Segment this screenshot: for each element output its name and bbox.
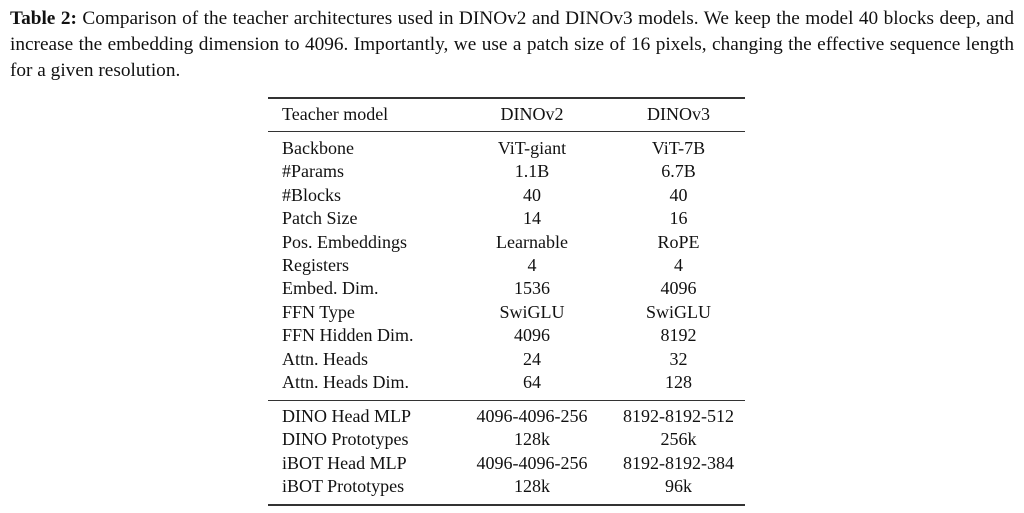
header-table: Teacher model DINOv2 DINOv3 <box>268 103 745 126</box>
caption-text: Comparison of the teacher architectures … <box>10 8 1014 81</box>
row-label: iBOT Head MLP <box>282 452 407 473</box>
dinov3-value: 6.7B <box>661 161 696 182</box>
header-dinov2: DINOv2 <box>500 104 564 124</box>
table-row: DINO Head MLP 4096-4096-256 8192-8192-512 <box>268 405 745 428</box>
dinov3-value: 256k <box>660 429 697 450</box>
dinov3-value: 4 <box>674 255 683 276</box>
row-label: Pos. Embeddings <box>282 231 408 252</box>
dinov3-value: 128 <box>665 372 692 393</box>
dinov2-value: 128k <box>514 429 550 450</box>
dinov2-value: 4096 <box>514 325 550 346</box>
dinov3-value: 96k <box>665 476 692 497</box>
row-label: iBOT Prototypes <box>282 476 405 497</box>
table-row: iBOT Prototypes 128k 96k <box>268 475 745 498</box>
mid-rule <box>268 400 745 401</box>
dinov2-value: 4 <box>527 255 537 276</box>
table-row: Attn. Heads Dim. 64 128 <box>268 371 745 394</box>
dinov3-value: 8192-8192-512 <box>623 406 734 426</box>
dinov2-value: ViT-giant <box>497 138 567 158</box>
dinov3-value: 32 <box>669 348 688 369</box>
table-row: FFN Type SwiGLU SwiGLU <box>268 301 745 324</box>
table-row: Embed. Dim. 1536 4096 <box>268 277 745 300</box>
row-label: Embed. Dim. <box>282 278 379 299</box>
dinov2-value: 64 <box>523 372 541 393</box>
dinov2-value: 40 <box>523 184 541 205</box>
dinov2-value: 1.1B <box>514 161 550 182</box>
dinov3-value: 16 <box>669 208 688 229</box>
row-label: Registers <box>282 255 349 276</box>
row-label: Backbone <box>282 138 354 158</box>
row-label: #Params <box>282 161 344 182</box>
dinov2-value: 24 <box>523 348 541 369</box>
table-row: Patch Size 14 16 <box>268 207 745 230</box>
row-label: DINO Head MLP <box>282 406 411 426</box>
dinov2-value: 128k <box>514 476 550 497</box>
top-rule <box>268 97 745 99</box>
row-label: Attn. Heads <box>282 348 368 369</box>
dinov3-value: 8192 <box>660 325 697 346</box>
table-row: #Blocks 40 40 <box>268 184 745 207</box>
table-row: DINO Prototypes 128k 256k <box>268 428 745 451</box>
dinov3-value: 8192-8192-384 <box>623 452 734 473</box>
row-label: #Blocks <box>282 184 342 205</box>
row-label: FFN Type <box>282 301 355 322</box>
header-rule <box>268 131 745 132</box>
dinov2-value: SwiGLU <box>499 301 565 322</box>
table-row: FFN Hidden Dim. 4096 8192 <box>268 324 745 347</box>
row-label: Attn. Heads Dim. <box>282 372 409 393</box>
row-label: FFN Hidden Dim. <box>282 325 414 346</box>
table-row: iBOT Head MLP 4096-4096-256 8192-8192-384 <box>268 452 745 475</box>
dinov2-value: 4096-4096-256 <box>476 406 588 426</box>
dinov3-value: 4096 <box>660 278 697 299</box>
table-caption: Table 2: Comparison of the teacher archi… <box>10 6 1014 84</box>
table-row: Registers 4 4 <box>268 254 745 277</box>
header-row: Teacher model DINOv2 DINOv3 <box>268 103 745 126</box>
bottom-rule <box>268 504 745 506</box>
architecture-table: Backbone ViT-giant ViT-7B #Params 1.1B 6.7B #B… <box>268 137 745 394</box>
dinov3-value: ViT-7B <box>651 138 706 158</box>
row-label: Patch Size <box>282 208 358 229</box>
table-row: Backbone ViT-giant ViT-7B <box>268 137 745 160</box>
dinov3-value: SwiGLU <box>645 301 711 322</box>
table-row: Pos. Embeddings Learnable RoPE <box>268 231 745 254</box>
header-teacher-model: Teacher model <box>282 104 389 124</box>
dinov3-value: 40 <box>669 184 688 205</box>
row-label: DINO Prototypes <box>282 429 409 450</box>
dinov2-value: 4096-4096-256 <box>476 452 588 473</box>
dinov2-value: 14 <box>523 208 541 229</box>
dinov2-value: Learnable <box>496 231 568 252</box>
table-row: Attn. Heads 24 32 <box>268 348 745 371</box>
header-dinov3: DINOv3 <box>647 104 710 124</box>
dinov3-value: RoPE <box>657 231 700 252</box>
head-table: DINO Head MLP 4096-4096-256 8192-8192-512 D… <box>268 405 745 499</box>
table-row: #Params 1.1B 6.7B <box>268 160 745 183</box>
dinov2-value: 1536 <box>514 278 550 299</box>
caption-label: Table 2: <box>10 8 77 29</box>
